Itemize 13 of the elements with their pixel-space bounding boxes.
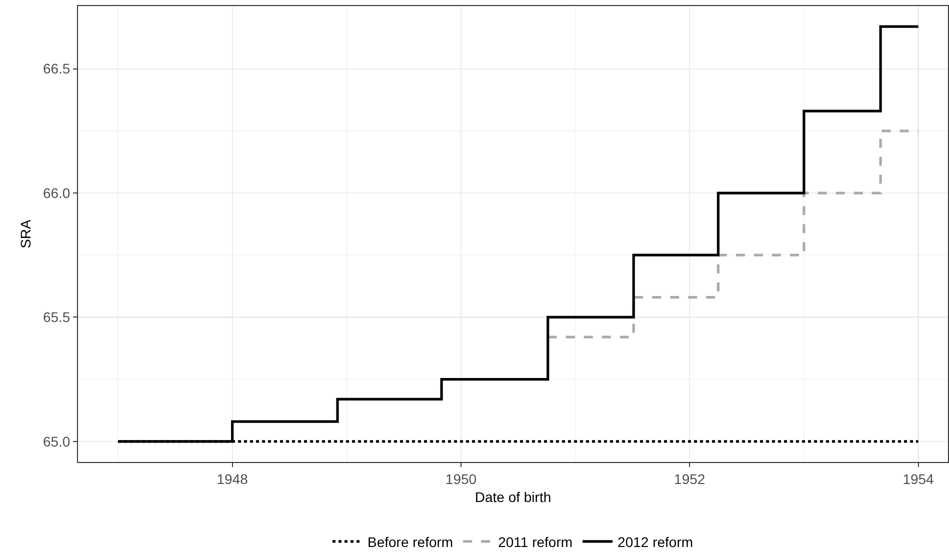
y-axis-title: SRA — [18, 218, 34, 248]
legend-label: 2011 reform — [498, 534, 573, 550]
x-tick-label: 1954 — [902, 470, 934, 487]
legend-label: Before reform — [368, 534, 454, 550]
legend-label: 2012 reform — [618, 534, 694, 550]
y-tick-label: 66.0 — [42, 184, 70, 201]
y-tick-label: 65.5 — [42, 309, 70, 326]
x-tick-label: 1950 — [445, 470, 477, 487]
y-tick-label: 65.0 — [42, 433, 70, 450]
x-axis-title: Date of birth — [474, 489, 552, 506]
y-tick-label: 66.5 — [42, 60, 70, 77]
x-tick-label: 1952 — [674, 470, 706, 487]
x-tick-label: 1948 — [216, 470, 248, 487]
